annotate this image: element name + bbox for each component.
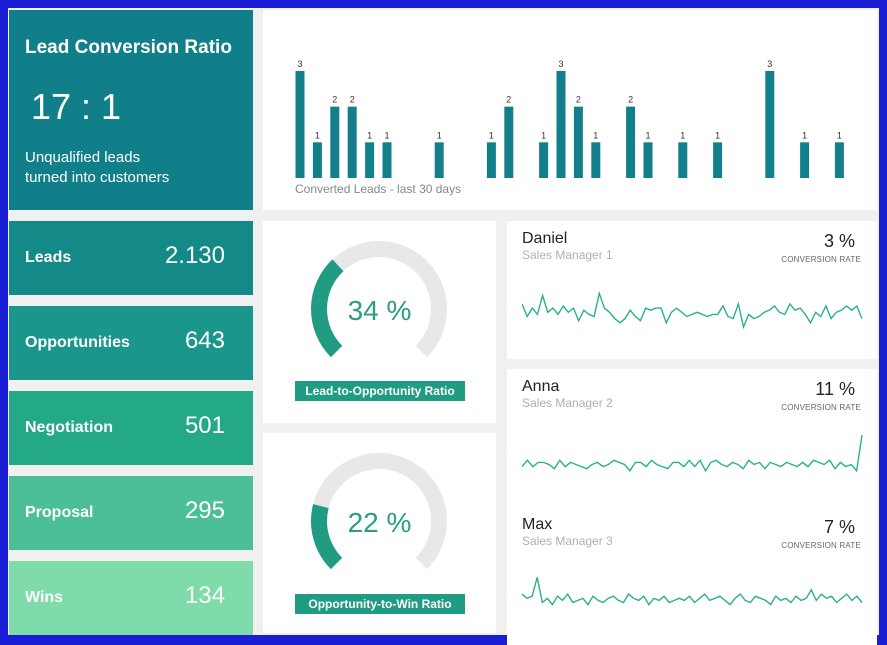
bar-value-label: 1 <box>489 130 494 140</box>
bar <box>539 142 549 178</box>
bar <box>347 106 357 178</box>
bar <box>556 71 566 178</box>
bar-value-label: 2 <box>506 95 511 105</box>
bar-value-label: 3 <box>767 59 772 69</box>
bar-value-label: 1 <box>680 130 685 140</box>
kpi-subtitle: Unqualified leads turned into customers <box>25 148 235 188</box>
rep-name: Anna <box>522 378 560 395</box>
bar-value-label: 1 <box>715 130 720 140</box>
bar-value-label: 1 <box>593 130 598 140</box>
sparkline <box>522 290 863 330</box>
funnel-negotiation: Negotiation 501 <box>9 391 253 465</box>
funnel-wins: Wins 134 <box>9 561 253 635</box>
rep-role: Sales Manager 1 <box>522 248 613 262</box>
bar-value-label: 1 <box>367 130 372 140</box>
funnel-value: 643 <box>184 327 225 354</box>
funnel-label: Leads <box>25 249 72 266</box>
bar-value-label: 3 <box>558 59 563 69</box>
bar <box>678 142 688 178</box>
bar <box>312 142 322 178</box>
bar <box>382 142 392 178</box>
rep-rate: 11 % <box>815 379 855 399</box>
gauge-lead-to-opportunity: 34 % Lead-to-Opportunity Ratio <box>263 221 496 423</box>
bar-chart-svg: Converted Leads - last 30 days 3 1 2 2 1 1 1 1 2… <box>295 59 844 196</box>
bar-value-label: 1 <box>315 130 320 140</box>
kpi-title: Lead Conversion Ratio <box>25 37 232 58</box>
gauge-fill <box>311 504 343 570</box>
rep-name: Max <box>522 516 553 533</box>
rep-role: Sales Manager 3 <box>522 534 613 548</box>
sparkline <box>522 577 863 606</box>
bar-value-label: 1 <box>802 130 807 140</box>
kpi-ratio: 17 : 1 <box>31 86 122 127</box>
gauge-percent: 34 % <box>347 295 412 326</box>
funnel-label: Proposal <box>25 504 94 521</box>
funnel-opportunities: Opportunities 643 <box>9 306 253 380</box>
bar <box>295 71 305 178</box>
bar-value-label: 2 <box>576 95 581 105</box>
gauge-label: Opportunity-to-Win Ratio <box>295 594 465 614</box>
chart-x-label: Converted Leads - last 30 days <box>295 182 461 196</box>
gauge-label: Lead-to-Opportunity Ratio <box>295 381 465 401</box>
bar-value-label: 1 <box>645 130 650 140</box>
sparkline-line <box>522 290 863 330</box>
funnel-value: 2.130 <box>164 242 225 269</box>
bar-value-label: 2 <box>628 95 633 105</box>
bar <box>626 106 636 178</box>
rep-rate-label: CONVERSION RATE <box>781 255 861 264</box>
funnel-value: 295 <box>184 497 225 524</box>
funnel-label: Opportunities <box>25 334 130 351</box>
bar <box>591 142 601 178</box>
bar <box>365 142 375 178</box>
rep-rate-label: CONVERSION RATE <box>781 403 861 412</box>
bar <box>434 142 444 178</box>
bar <box>504 106 514 178</box>
funnel-value: 501 <box>184 412 225 439</box>
gauge-fill <box>311 259 344 358</box>
funnel-leads: Leads 2.130 <box>9 221 253 295</box>
bar-value-label: 1 <box>541 130 546 140</box>
gauge-opportunity-to-win: 22 % Opportunity-to-Win Ratio <box>263 433 496 633</box>
bar <box>643 142 653 178</box>
gauge-percent: 22 % <box>347 507 412 538</box>
rep-name: Daniel <box>522 230 568 247</box>
kpi-subtitle-line1: Unqualified leads <box>25 149 141 166</box>
rep-rate: 3 % <box>823 231 855 251</box>
funnel-proposal: Proposal 295 <box>9 476 253 550</box>
sparkline-line <box>522 434 863 473</box>
funnel-label: Wins <box>25 589 64 606</box>
gauge-chart <box>311 453 447 570</box>
bar <box>713 142 723 178</box>
kpi-subtitle-line2: turned into customers <box>25 169 170 186</box>
bar-value-label: 2 <box>332 95 337 105</box>
lead-conversion-kpi: Lead Conversion Ratio 17 : 1 Unqualified… <box>9 10 253 210</box>
bar <box>765 71 775 178</box>
rep-card-max: Max Sales Manager 3 7 % CONVERSION RATE <box>507 507 877 645</box>
bar-value-label: 3 <box>297 59 302 69</box>
bar <box>486 142 496 178</box>
bar <box>800 142 810 178</box>
bar-value-label: 2 <box>350 95 355 105</box>
sparkline <box>522 434 863 473</box>
rep-rate-label: CONVERSION RATE <box>781 541 861 550</box>
bar <box>573 106 583 178</box>
funnel-value: 134 <box>184 582 225 609</box>
dashboard: Lead Conversion Ratio 17 : 1 Unqualified… <box>8 8 879 645</box>
rep-rate: 7 % <box>823 517 855 537</box>
funnel-label: Negotiation <box>25 419 113 436</box>
bar <box>330 106 340 178</box>
rep-card-anna: Anna Sales Manager 2 11 % CONVERSION RAT… <box>507 369 877 507</box>
gauge-chart <box>311 241 447 358</box>
bar-value-label: 1 <box>437 130 442 140</box>
bar-value-label: 1 <box>837 130 842 140</box>
converted-leads-chart: Converted Leads - last 30 days 3 1 2 2 1 1 1 1 2… <box>263 10 877 210</box>
rep-card-daniel: Daniel Sales Manager 1 3 % CONVERSION RA… <box>507 221 877 359</box>
bar-value-label: 1 <box>384 130 389 140</box>
rep-role: Sales Manager 2 <box>522 396 613 410</box>
sparkline-line <box>522 577 863 606</box>
bar <box>834 142 844 178</box>
